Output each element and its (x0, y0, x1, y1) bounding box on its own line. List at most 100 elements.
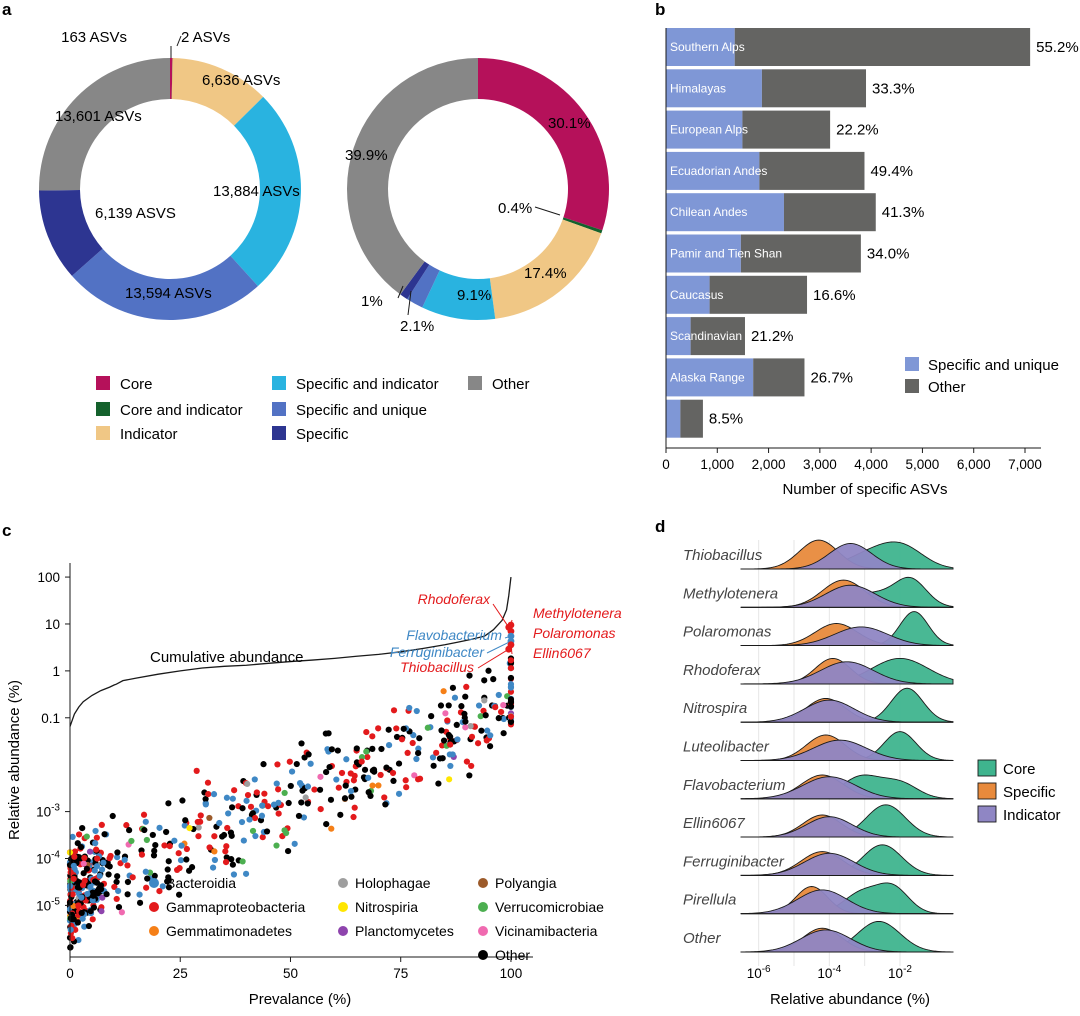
scatter-point-other (449, 684, 457, 691)
scatter-point-gammaproteobacteria (264, 803, 272, 810)
x-axis-title: Number of specific ASVs (782, 481, 947, 498)
tick-base: 10 (36, 805, 51, 820)
scatter-point-other (298, 740, 305, 747)
taxon-label: Nitrospira (683, 700, 747, 717)
scatter-point-gammaproteobacteria (89, 916, 96, 923)
donut-label: 2 ASVs (181, 29, 230, 46)
scatter-point-other (395, 760, 403, 767)
legend-marker (478, 926, 488, 936)
bar-specific-unique (666, 317, 691, 356)
scatter-point-gammaproteobacteria (364, 753, 371, 761)
scatter-point-other (428, 713, 435, 720)
legend-marker (149, 926, 159, 936)
scatter-point-gammaproteobacteria (195, 833, 202, 840)
scatter-point-gammaproteobacteria (253, 789, 260, 796)
bar-category-label: Caucasus (670, 288, 723, 302)
scatter-point-bacteroidia (242, 870, 250, 877)
donut-label: 13,594 ASVs (125, 285, 212, 302)
scatter-point-gemmatimonadetes (440, 688, 447, 695)
scatter-point-gammaproteobacteria (244, 791, 252, 799)
scatter-point-other (94, 890, 102, 897)
scatter-point-other (507, 674, 515, 682)
bar-category-label: Chilean Andes (670, 205, 747, 219)
scatter-point-holophagae (195, 824, 202, 831)
scatter-point-vicinamibacteria (317, 773, 324, 780)
scatter-point-bacteroidia (449, 751, 456, 758)
scatter-point-bacteroidia (92, 827, 99, 835)
legend-marker (338, 878, 348, 888)
scatter-point-gammaproteobacteria (444, 717, 451, 724)
scatter-point-other (124, 891, 131, 898)
taxon-label: Methylotenera (683, 585, 778, 602)
scatter-point-other (430, 762, 437, 769)
scatter-point-holophagae (244, 780, 251, 788)
scatter-point-other (284, 847, 292, 855)
scatter-point-verrucomicrobiae (477, 713, 484, 720)
leader-line (407, 290, 412, 316)
x-tick-label: 0 (662, 457, 670, 472)
scatter-point-other (323, 768, 330, 776)
tick-exponent: -6 (762, 964, 771, 975)
legend-label: Specific and unique (928, 357, 1059, 374)
donut-slice-core (478, 58, 609, 231)
donut-slice-specific-and-indicator (422, 270, 496, 320)
scatter-point-other (507, 699, 515, 706)
scatter-point-bacteroidia (230, 871, 238, 878)
donut-slice-core-and-indicator (562, 217, 603, 234)
scatter-point-gammaproteobacteria (317, 805, 324, 813)
scatter-point-bacteroidia (413, 755, 420, 763)
legend-panel-a: Core Core and indicator Indicator Specific … (96, 376, 530, 443)
scatter-point-other (228, 832, 235, 839)
scatter-point-verrucomicrobiae (283, 829, 290, 837)
tick-base: 10 (36, 852, 51, 867)
legend-label: Planctomycetes (355, 923, 454, 939)
taxon-label: Pirellula (683, 892, 736, 909)
highlight-label: Polaromonas (533, 625, 616, 641)
highlight-point-thiobacillus (505, 645, 513, 653)
scatter-point-bacteroidia (99, 866, 106, 873)
bar-specific-unique (666, 110, 743, 149)
taxon-label: Rhodoferax (683, 662, 761, 679)
scatter-point-gammaproteobacteria (247, 803, 255, 810)
y-tick-label: 100 (37, 570, 60, 585)
scatter-point-other (447, 733, 454, 740)
scatter-point-other (150, 852, 158, 859)
scatter-point-gammaproteobacteria (124, 862, 131, 869)
highlight-label: Rhodoferax (418, 591, 491, 607)
scatter-point-bacteroidia (246, 816, 253, 823)
scatter-point-gammaproteobacteria (261, 790, 268, 797)
scatter-point-verrucomicrobiae (249, 827, 257, 835)
scatter-point-gammaproteobacteria (94, 855, 101, 862)
scatter-point-bacteroidia (229, 795, 236, 802)
bar-other (753, 358, 805, 397)
donut-slice-indicator (489, 219, 602, 319)
scatter-point-planctomycetes (99, 894, 106, 901)
donut-slice-other (347, 58, 478, 295)
bar-specific-unique (666, 275, 710, 314)
scatter-point-gammaproteobacteria (206, 844, 213, 851)
donut-slice-specific-and-unique (407, 264, 440, 308)
scatter-point-other (103, 891, 110, 898)
scatter-point-vicinamibacteria (442, 710, 449, 717)
legend-label: Specific and unique (296, 402, 427, 419)
scatter-point-gammaproteobacteria (69, 935, 76, 942)
ridge-indicator (740, 661, 954, 685)
scatter-point-gammaproteobacteria (222, 848, 229, 855)
scatter-point-other (77, 843, 85, 851)
scatter-point-other (83, 865, 90, 872)
scatter-point-gammaproteobacteria (463, 758, 471, 765)
legend-swatch-specific-and-indicator (272, 376, 286, 390)
scatter-point-gammaproteobacteria (402, 777, 409, 784)
scatter-point-gammaproteobacteria (71, 853, 78, 860)
scatter-point-bacteroidia (410, 732, 417, 739)
scatter-point-gammaproteobacteria (497, 708, 505, 716)
scatter-point-bacteroidia (211, 856, 219, 864)
scatter-point-gemmatimonadetes (375, 782, 382, 789)
scatter-point-other (298, 799, 305, 806)
scatter-point-bacteroidia (415, 745, 422, 752)
scatter-point-other (202, 795, 209, 803)
scatter-point-other (126, 827, 133, 834)
scatter-point-gammaproteobacteria (274, 761, 281, 768)
taxon-label: Flavobacterium (683, 777, 786, 794)
